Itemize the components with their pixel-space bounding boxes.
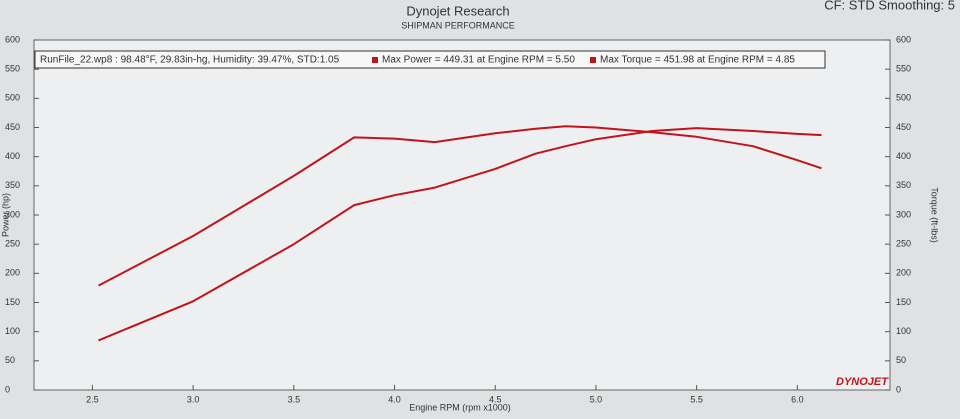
legend-swatch bbox=[590, 57, 596, 63]
x-tick-label: 3.5 bbox=[288, 394, 301, 404]
logo: DYNOJET bbox=[836, 376, 889, 388]
x-tick-label: 5.5 bbox=[690, 394, 703, 404]
y2-tick-label: 50 bbox=[896, 355, 906, 365]
settings-label: CF: STD Smoothing: 5 bbox=[824, 0, 955, 12]
y-tick-label: 350 bbox=[5, 180, 20, 190]
y-tick-label: 300 bbox=[5, 209, 20, 219]
run-info: RunFile_22.wp8 : 98.48°F, 29.83in-hg, Hu… bbox=[40, 55, 340, 66]
y-tick-label: 250 bbox=[5, 239, 20, 249]
y2-tick-label: 400 bbox=[896, 151, 911, 161]
x-tick-label: 6.0 bbox=[791, 394, 804, 404]
y-tick-label: 500 bbox=[5, 93, 20, 103]
legend-box bbox=[34, 50, 826, 69]
y2-tick-label: 0 bbox=[896, 384, 901, 394]
y2-tick-label: 500 bbox=[896, 93, 911, 103]
x-tick-label: 3.0 bbox=[187, 394, 200, 404]
series-line bbox=[98, 125, 822, 287]
chart-title: Dynojet Research bbox=[406, 3, 509, 18]
y2-tick-label: 350 bbox=[896, 180, 911, 190]
y-tick-label: 450 bbox=[5, 122, 20, 132]
x-tick-label: 5.0 bbox=[590, 394, 603, 404]
y2-tick-label: 250 bbox=[896, 239, 911, 249]
y-tick-label: 550 bbox=[5, 64, 20, 74]
y-tick-label: 400 bbox=[5, 151, 20, 161]
y2-axis-label: Torque (ft-lbs) bbox=[930, 187, 940, 243]
y2-tick-label: 150 bbox=[896, 297, 911, 307]
x-tick-label: 4.0 bbox=[388, 394, 401, 404]
y-axis-label: Power (hp) bbox=[0, 193, 10, 237]
y2-tick-label: 600 bbox=[896, 34, 911, 44]
y-tick-label: 150 bbox=[5, 297, 20, 307]
y-tick-label: 0 bbox=[5, 384, 10, 394]
x-axis-label: Engine RPM (rpm x1000) bbox=[409, 402, 511, 412]
x-tick-label: 4.5 bbox=[489, 394, 502, 404]
legend-label: Max Torque = 451.98 at Engine RPM = 4.85 bbox=[600, 55, 795, 66]
y2-tick-label: 300 bbox=[896, 209, 911, 219]
chart-subtitle: SHIPMAN PERFORMANCE bbox=[401, 20, 515, 30]
plot-area bbox=[33, 39, 891, 391]
x-tick-label: 2.5 bbox=[86, 394, 99, 404]
y2-tick-label: 550 bbox=[896, 64, 911, 74]
legend-swatch bbox=[372, 57, 378, 63]
y2-tick-label: 450 bbox=[896, 122, 911, 132]
y-tick-label: 50 bbox=[5, 355, 15, 365]
y-tick-label: 200 bbox=[5, 268, 20, 278]
series-line bbox=[98, 127, 822, 342]
legend-label: Max Power = 449.31 at Engine RPM = 5.50 bbox=[382, 55, 575, 66]
y2-tick-label: 100 bbox=[896, 326, 911, 336]
y2-tick-label: 200 bbox=[896, 268, 911, 278]
y-tick-label: 100 bbox=[5, 326, 20, 336]
y-tick-label: 600 bbox=[5, 34, 20, 44]
